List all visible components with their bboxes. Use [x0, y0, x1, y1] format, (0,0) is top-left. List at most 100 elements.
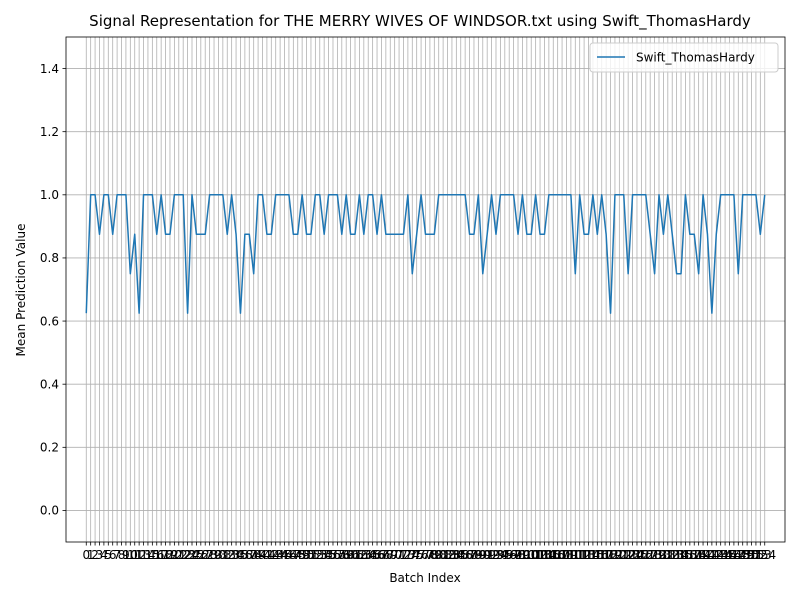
x-tick-label: 46: [281, 548, 296, 562]
x-tick-label: 73: [400, 548, 415, 562]
x-tick-label: 107: [546, 548, 569, 562]
x-tick-label: 42: [264, 548, 279, 562]
x-tick-label: 24: [184, 548, 199, 562]
y-tick-label: 0.4: [40, 377, 59, 391]
x-tick-label: 90: [475, 548, 490, 562]
x-tick-label: 5: [104, 548, 112, 562]
x-tick-label: 39: [250, 548, 265, 562]
x-tick-label: 23: [180, 548, 195, 562]
x-tick-label: 16: [149, 548, 164, 562]
x-tick-label: 75: [409, 548, 424, 562]
x-tick-label: 128: [639, 548, 662, 562]
x-tick-label: 129: [643, 548, 666, 562]
x-tick-label: 140: [692, 548, 715, 562]
series-line-swift-thomashardy: [85, 194, 766, 314]
x-tick-label: 22: [176, 548, 191, 562]
x-tick-label: 85: [453, 548, 468, 562]
y-tick-label: 0.0: [40, 504, 59, 518]
x-tick-label: 91: [480, 548, 495, 562]
x-tick-label: 139: [687, 548, 710, 562]
x-tick-label: 3: [96, 548, 104, 562]
x-tick-label: 11: [127, 548, 142, 562]
x-tick-label: 93: [488, 548, 503, 562]
x-tick-label: 130: [648, 548, 671, 562]
x-tick-label: 52: [308, 548, 323, 562]
x-tick-label: 95: [497, 548, 512, 562]
x-tick-label: 111: [564, 548, 587, 562]
x-tick-label: 1: [87, 548, 95, 562]
x-tick-label: 148: [727, 548, 750, 562]
x-tick-label: 14: [140, 548, 155, 562]
x-tick-label: 9: [122, 548, 130, 562]
x-tick-label: 120: [603, 548, 626, 562]
x-tick-label: 103: [529, 548, 552, 562]
x-gridlines: [85, 37, 766, 542]
x-tick-label: 136: [674, 548, 697, 562]
x-tick-label: 151: [740, 548, 763, 562]
x-tick-label: 47: [286, 548, 301, 562]
x-tick-label: 64: [361, 548, 376, 562]
x-tick-label: 26: [193, 548, 208, 562]
x-tick-label: 101: [520, 548, 543, 562]
y-tick-label: 0.2: [40, 441, 59, 455]
x-tick-label: 54: [317, 548, 332, 562]
x-tick-label: 4: [100, 548, 108, 562]
x-tick-label: 49: [295, 548, 310, 562]
x-tick-label: 65: [365, 548, 380, 562]
x-tick-label: 94: [493, 548, 508, 562]
x-tick-label: 79: [427, 548, 442, 562]
x-tick-label: 37: [242, 548, 257, 562]
x-tick-label: 50: [299, 548, 314, 562]
x-tick-label: 86: [458, 548, 473, 562]
x-tick-label: 137: [678, 548, 701, 562]
x-tick-label: 122: [612, 548, 635, 562]
x-tick-label: 123: [617, 548, 640, 562]
x-tick-label: 67: [374, 548, 389, 562]
x-tick-label: 13: [136, 548, 151, 562]
x-tick-label: 138: [683, 548, 706, 562]
legend-box: [589, 42, 779, 73]
y-axis-label: Mean Prediction Value: [14, 224, 28, 357]
x-tick-label: 88: [466, 548, 481, 562]
x-tick-label: 104: [533, 548, 556, 562]
x-tick-label: 31: [215, 548, 230, 562]
x-tick-label: 20: [167, 548, 182, 562]
y-tick-label: 1.2: [40, 125, 59, 139]
x-tick-label: 53: [312, 548, 327, 562]
x-tick-label: 12: [131, 548, 146, 562]
x-tick-label: 56: [325, 548, 340, 562]
x-tick-label: 116: [586, 548, 609, 562]
x-tick-label: 45: [277, 548, 292, 562]
x-tick-label: 62: [352, 548, 367, 562]
x-tick-label: 109: [555, 548, 578, 562]
x-tick-label: 83: [444, 548, 459, 562]
x-tick-label: 147: [722, 548, 745, 562]
x-tick-label: 115: [581, 548, 604, 562]
x-tick-label: 154: [753, 548, 776, 562]
x-tick-label: 63: [356, 548, 371, 562]
x-tick-label: 113: [573, 548, 596, 562]
x-tick-label: 25: [189, 548, 204, 562]
x-tick-label: 114: [577, 548, 600, 562]
x-tick-label: 19: [162, 548, 177, 562]
x-tick-label: 131: [652, 548, 675, 562]
x-tick-label: 105: [537, 548, 560, 562]
x-tick-label: 78: [422, 548, 437, 562]
x-tick-label: 17: [154, 548, 169, 562]
x-tick-label: 59: [339, 548, 354, 562]
x-tick-label: 145: [714, 548, 737, 562]
x-tick-label: 28: [202, 548, 217, 562]
x-tick-label: 40: [255, 548, 270, 562]
x-tick-label: 106: [542, 548, 565, 562]
x-tick-label: 21: [171, 548, 186, 562]
y-tick-label: 1.0: [40, 188, 59, 202]
x-tick-label: 125: [626, 548, 649, 562]
x-tick-label: 68: [378, 548, 393, 562]
x-axis-label: Batch Index: [389, 571, 460, 585]
x-tick-label: 126: [630, 548, 653, 562]
x-tick-label: 152: [744, 548, 767, 562]
x-tick-label: 72: [396, 548, 411, 562]
x-tick-label: 48: [290, 548, 305, 562]
x-tick-label: 41: [259, 548, 274, 562]
x-tick-label: 58: [334, 548, 349, 562]
